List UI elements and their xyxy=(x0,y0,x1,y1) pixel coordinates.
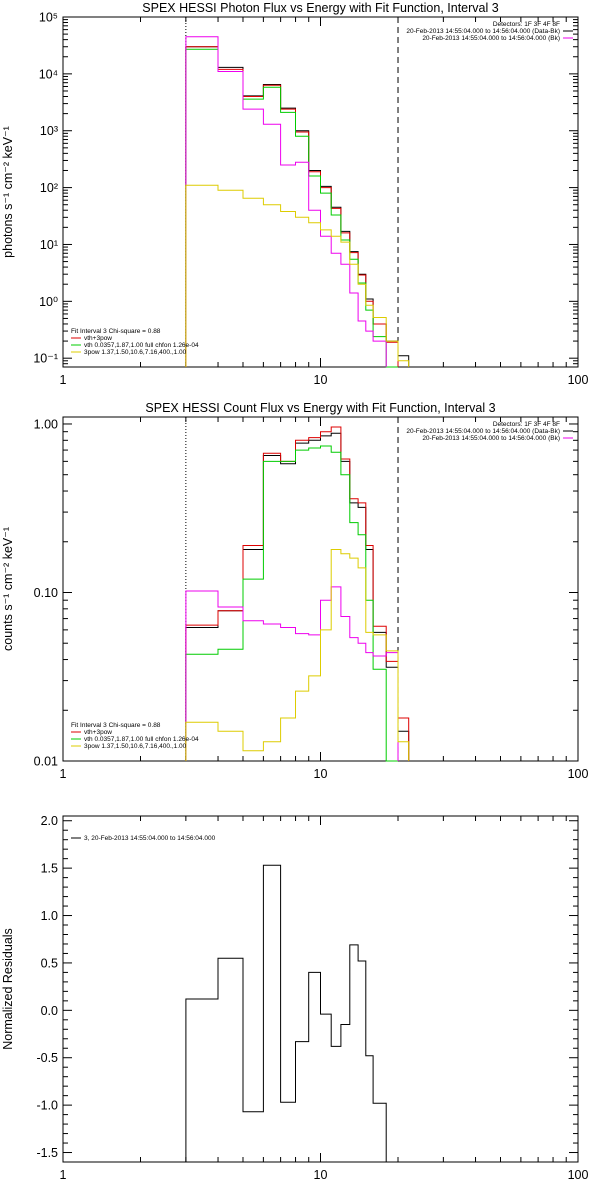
x-tick-label: 1 xyxy=(60,767,67,781)
chart-panel-1: 1 10 100 0.01 0.10 1.00 SPEX HESSI Count Flux … xyxy=(1,401,588,781)
series-line-0 xyxy=(185,432,410,761)
x-tick-label: 100 xyxy=(568,1168,589,1182)
legend-entry: vth 0.0357,1.87,1.00 full chfon 1.26e-04 xyxy=(84,342,199,349)
series-line-0 xyxy=(185,864,398,1163)
chart-title: SPEX HESSI Photon Flux vs Energy with Fi… xyxy=(142,1,498,15)
y-axis-label: photons s⁻¹ cm⁻² keV⁻¹ xyxy=(1,126,15,258)
x-tick-label: 10 xyxy=(314,373,328,387)
x-tick-label: 100 xyxy=(568,767,589,781)
y-tick-label: 0.10 xyxy=(34,586,58,600)
y-tick-label: -0.5 xyxy=(36,1051,58,1065)
legend-entry: vth+3pow xyxy=(84,335,112,342)
chart-panel-2: 1 10 100 -1.5 -1.0 -0.5 0.0 0.5 1.0 1.5 2.0 Normali… xyxy=(1,814,588,1182)
x-tick-label: 10 xyxy=(314,767,328,781)
y-tick-label: 10³ xyxy=(40,124,58,138)
series-line-1 xyxy=(185,426,410,761)
plot-frame xyxy=(62,416,579,762)
series-line-0 xyxy=(185,46,410,367)
legend-entry: 20-Feb-2013 14:55:04.000 to 14:56:04.000… xyxy=(422,35,560,42)
y-tick-label: 10⁻¹ xyxy=(33,352,58,366)
y-tick-label: 1.5 xyxy=(41,862,58,876)
y-tick-label: 10⁴ xyxy=(39,67,58,81)
series-line-4 xyxy=(185,549,410,761)
legend-entry: 3pow 1.37,1.50,10.6,7.16,400.,1.00 xyxy=(84,349,187,356)
legend-entry: Fit Interval 3 Chi-square = 0.88 xyxy=(71,722,161,729)
legend-entry: 20-Feb-2013 14:55:04.000 to 14:56:04.000… xyxy=(406,28,560,35)
legend-entry: Detectors: 1F 3F 4F 8F xyxy=(493,421,560,428)
series-line-1 xyxy=(185,46,399,367)
legend-entry: vth+3pow xyxy=(84,729,112,736)
y-axis-label: Normalized Residuals xyxy=(1,928,15,1050)
y-tick-label: 1.0 xyxy=(41,909,58,923)
series-line-3 xyxy=(185,36,387,367)
y-tick-label: 10⁰ xyxy=(39,295,58,309)
x-tick-label: 1 xyxy=(60,1168,67,1182)
series-line-3 xyxy=(185,586,399,761)
y-tick-label: 0.01 xyxy=(34,755,58,769)
y-tick-label: 0.5 xyxy=(41,956,58,970)
legend-entry: 3pow 1.37,1.50,10.6,7.16,400.,1.00 xyxy=(84,743,187,750)
y-tick-label: -1.5 xyxy=(36,1146,58,1160)
y-tick-label: 10² xyxy=(40,181,58,195)
legend-entry: Fit Interval 3 Chi-square = 0.88 xyxy=(71,328,161,335)
y-tick-label: 10⁵ xyxy=(39,11,58,25)
x-tick-label: 1 xyxy=(60,373,67,387)
x-tick-label: 10 xyxy=(314,1168,328,1182)
legend-entry: vth 0.0357,1.87,1.00 full chfon 1.26e-04 xyxy=(84,736,199,743)
y-tick-label: 10¹ xyxy=(40,238,58,252)
chart-panel-0: 1 10 100 10⁻¹ 10⁰ 10¹ 10² 10³ 10⁴ 10⁵ SPEX HESSI P… xyxy=(1,1,588,387)
x-tick-label: 100 xyxy=(568,373,589,387)
y-tick-label: 1.00 xyxy=(34,417,58,431)
legend-entry: 20-Feb-2013 14:55:04.000 to 14:56:04.000… xyxy=(422,435,560,442)
legend-entry: 20-Feb-2013 14:55:04.000 to 14:56:04.000… xyxy=(406,428,560,435)
legend-entry: Detectors: 1F 3F 4F 8F xyxy=(493,21,560,28)
y-tick-label: 0.0 xyxy=(41,1004,58,1018)
series-line-2 xyxy=(185,48,398,368)
legend-entry: 3, 20-Feb-2013 14:55:04.000 to 14:56:04.… xyxy=(84,835,216,842)
y-tick-label: -1.0 xyxy=(36,1099,58,1113)
y-axis-label: counts s⁻¹ cm⁻² keV⁻¹ xyxy=(1,527,15,651)
chart-title: SPEX HESSI Count Flux vs Energy with Fit… xyxy=(145,401,495,415)
series-line-4 xyxy=(185,184,410,367)
series-line-2 xyxy=(185,445,398,762)
y-tick-label: 2.0 xyxy=(41,814,58,828)
